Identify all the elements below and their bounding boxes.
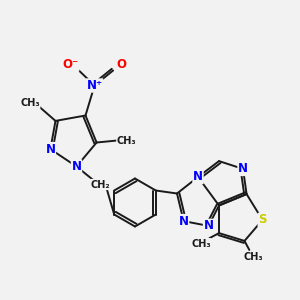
Text: N: N [193, 170, 203, 184]
Text: CH₃: CH₃ [191, 238, 211, 249]
Text: CH₃: CH₃ [243, 252, 263, 262]
Text: N: N [178, 214, 189, 228]
Text: O⁻: O⁻ [62, 58, 79, 71]
Text: CH₃: CH₃ [20, 98, 40, 109]
Text: N: N [238, 162, 248, 176]
Text: S: S [258, 213, 267, 226]
Text: N⁺: N⁺ [86, 79, 103, 92]
Text: N: N [203, 219, 214, 232]
Text: CH₃: CH₃ [117, 136, 136, 146]
Text: CH₂: CH₂ [91, 179, 110, 190]
Text: O: O [116, 58, 127, 71]
Text: N: N [45, 142, 56, 156]
Text: N: N [71, 160, 82, 173]
